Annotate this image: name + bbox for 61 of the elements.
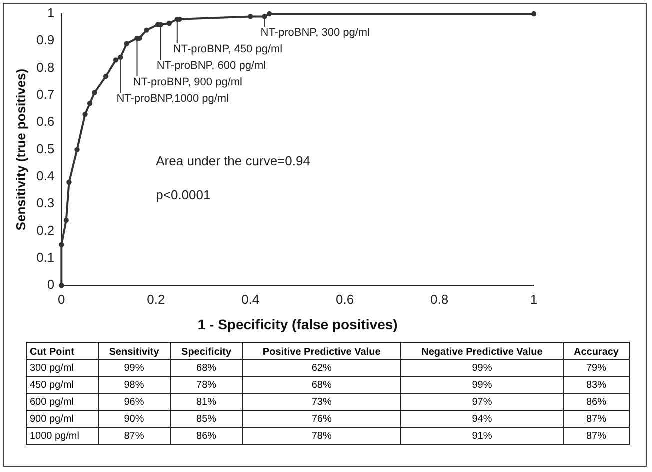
data-label: 86%: [563, 394, 630, 410]
data-label: 73%: [242, 394, 401, 410]
annotation: NT-proBNP, 600 pg/ml: [156, 60, 266, 72]
y-tick-label: 1: [47, 6, 55, 21]
annotation: NT-proBNP, 900 pg/ml: [133, 76, 242, 89]
data-label: 78%: [170, 376, 243, 394]
data-label: 99%: [400, 360, 564, 376]
x-tick-label: Specificity: [170, 342, 243, 360]
data-label: 87%: [563, 410, 630, 428]
y-tick-label: 0.2: [36, 222, 55, 238]
x-axis-title: 1 - Specificity (false positives): [198, 316, 398, 332]
x-tick-label: 0.4: [242, 292, 260, 307]
data-label: 87%: [563, 428, 630, 444]
data-label: 68%: [170, 360, 243, 376]
data-label: 79%: [563, 360, 630, 376]
data-label: 97%: [400, 394, 564, 410]
y-tick-label: 300 pg/ml: [26, 360, 98, 376]
y-tick-label: 0.5: [36, 141, 55, 156]
data-label: 99%: [400, 376, 564, 394]
data-label: 78%: [242, 428, 401, 444]
x-tick-label: Negative Predictive Value: [400, 342, 564, 360]
data-label: 76%: [242, 410, 401, 428]
data-label: 81%: [170, 394, 243, 410]
annotation: NT-proBNP, 450 pg/ml: [173, 44, 283, 56]
y-tick-label: 0.3: [36, 196, 55, 211]
x-tick-label: 1: [530, 292, 538, 307]
data-label: 68%: [242, 376, 401, 394]
y-tick-label: 450 pg/ml: [26, 376, 98, 394]
x-tick-label: Sensitivity: [98, 342, 170, 360]
y-tick-label: 0.7: [36, 87, 55, 102]
y-tick-label: 0.9: [36, 32, 55, 48]
x-tick-label: 0.6: [336, 292, 354, 307]
data-label: 94%: [400, 410, 564, 428]
annotation: NT-proBNP, 300 pg/ml: [260, 27, 370, 40]
y-tick-label: 0.6: [36, 114, 55, 130]
y-tick-label: 0.4: [36, 168, 55, 184]
x-tick-label: Accuracy: [563, 342, 630, 360]
data-label: 98%: [98, 376, 170, 394]
y-axis-title: Sensitivity (true positives): [13, 68, 28, 231]
data-label: 96%: [98, 394, 170, 410]
annotation: p<0.0001: [156, 188, 211, 203]
y-tick-label: 900 pg/ml: [26, 410, 98, 428]
data-label: 90%: [98, 410, 170, 428]
data-label: 99%: [98, 360, 170, 376]
y-tick-label: 600 pg/ml: [26, 394, 98, 410]
data-label: 83%: [563, 376, 630, 394]
x-tick-label: Positive Predictive Value: [242, 342, 401, 360]
data-label: 91%: [400, 428, 564, 444]
data-label: 62%: [242, 360, 401, 376]
y-tick-label: 0: [47, 277, 55, 292]
x-tick-label: 0.8: [430, 292, 449, 307]
annotation: Area under the curve=0.94: [156, 154, 310, 169]
data-label: 87%: [98, 428, 170, 444]
y-tick-label: 0.1: [36, 250, 55, 266]
y-axis-title: Cut Point: [26, 342, 98, 360]
annotation: NT-proBNP,1000 pg/ml: [116, 93, 230, 106]
data-label: 86%: [170, 428, 243, 444]
data-label: 85%: [170, 410, 243, 428]
y-tick-label: 0.8: [36, 60, 55, 75]
y-tick-label: 1000 pg/ml: [26, 428, 98, 444]
x-tick-label: 0.2: [147, 292, 166, 307]
